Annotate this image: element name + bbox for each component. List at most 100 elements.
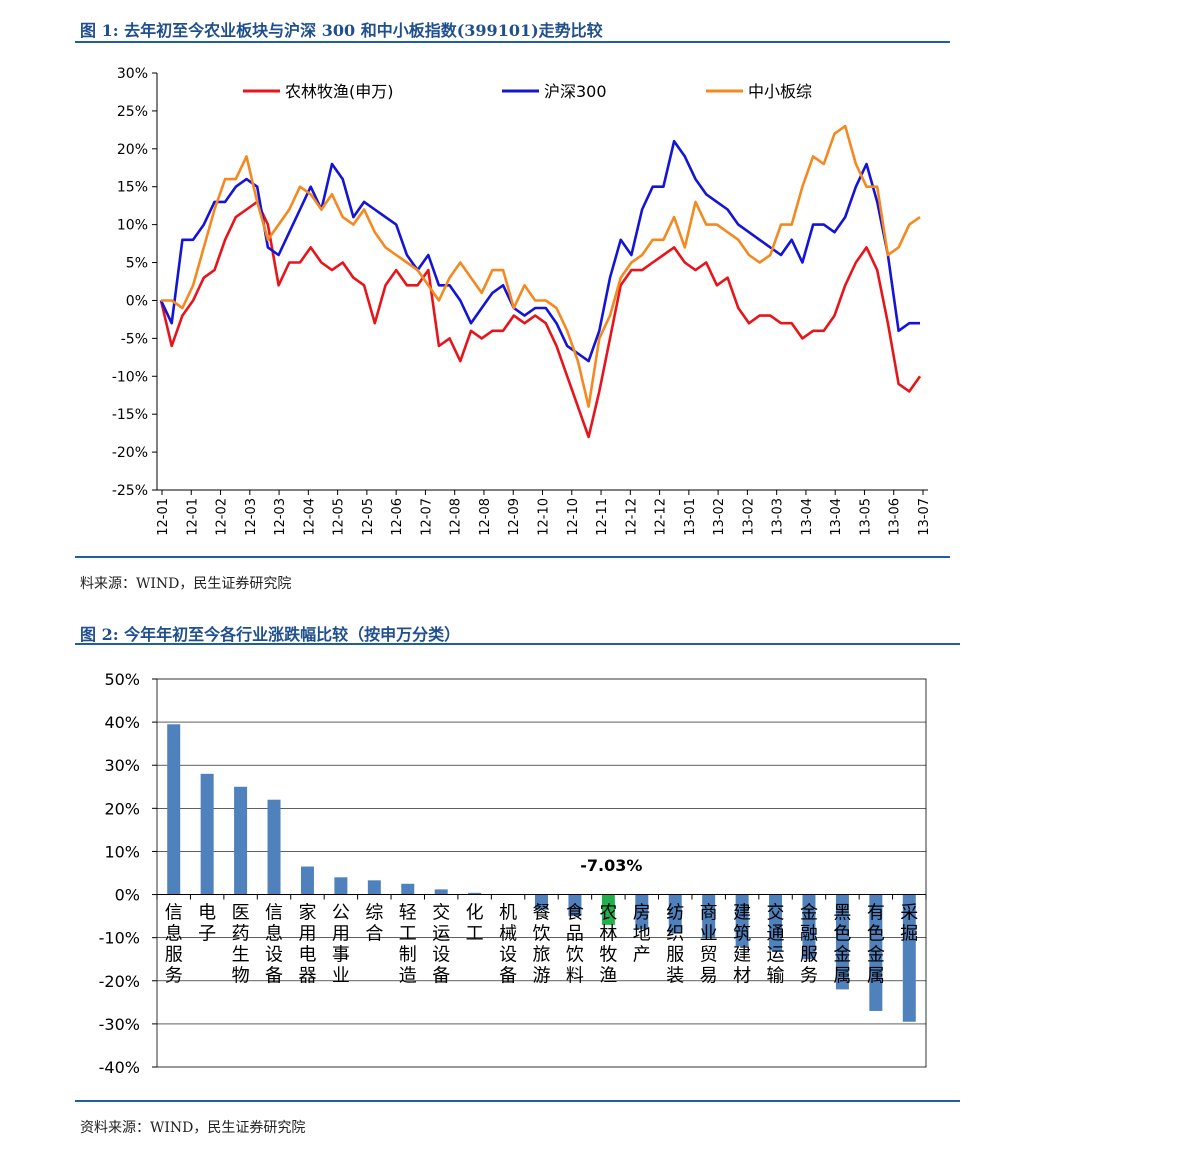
bar-12 — [535, 894, 548, 910]
y-tick-label: -5% — [121, 331, 148, 347]
x-tick-label: 12-05 — [332, 498, 347, 536]
x-tick-label: 13-04 — [800, 498, 815, 536]
x-tick-label: 13-07 — [917, 498, 932, 536]
y-tick-label: 0% — [115, 886, 140, 905]
category-label: 建筑建材 — [733, 903, 751, 987]
category-label: 房地产 — [633, 903, 651, 966]
y-tick-label: -15% — [112, 407, 148, 423]
bar-10 — [468, 892, 482, 895]
category-label: 金融服务 — [800, 903, 818, 987]
category-label: 化工 — [466, 903, 484, 945]
category-label: 信息设备 — [265, 903, 283, 987]
category-label: 黑色金属 — [833, 903, 851, 987]
y-tick-label: -10% — [99, 929, 140, 948]
y-tick-label: 10% — [104, 842, 140, 861]
y-tick-label: -30% — [99, 1015, 140, 1034]
figure2-title: 图 2: 今年年初至今各行业涨跌幅比较（按申万分类） — [80, 625, 461, 644]
x-tick-label: 12-11 — [595, 498, 610, 536]
x-tick-label: 12-03 — [273, 498, 288, 536]
bar-8 — [401, 883, 415, 895]
y-tick-label: 10% — [117, 218, 148, 234]
x-tick-label: 12-09 — [507, 498, 522, 536]
figure2-top-rule — [75, 643, 960, 645]
x-tick-label: 12-06 — [390, 498, 405, 536]
y-tick-label: 5% — [126, 256, 148, 272]
x-tick-label: 13-03 — [771, 498, 786, 536]
bar-15 — [635, 894, 649, 930]
x-tick-label: 12-10 — [566, 498, 581, 536]
series-line-1 — [159, 200, 922, 439]
bar-17 — [702, 894, 716, 938]
y-tick-label: 20% — [117, 142, 148, 158]
bar-2 — [200, 773, 214, 895]
bar-22 — [869, 894, 883, 1011]
figure1-bottom-rule — [75, 556, 950, 558]
bar-6 — [334, 877, 348, 895]
x-tick-label: 12-08 — [478, 498, 493, 536]
x-tick-label: 12-08 — [449, 498, 464, 536]
y-tick-label: 25% — [117, 104, 148, 120]
category-label: 交运设备 — [432, 903, 450, 987]
bar-20 — [802, 894, 816, 960]
category-label: 纺织服装 — [666, 903, 684, 987]
x-tick-label: 13-02 — [712, 498, 727, 536]
category-label: 电子 — [198, 903, 216, 945]
bar-13 — [568, 894, 582, 917]
category-label: 采掘 — [900, 903, 918, 945]
figure2-source: 资料来源：WIND，民生证券研究院 — [80, 1120, 306, 1136]
x-tick-label: 13-02 — [741, 498, 756, 536]
bar-1 — [167, 724, 181, 895]
bar-4 — [267, 799, 281, 895]
plot-frame — [156, 678, 927, 1068]
category-label: 医药生物 — [232, 903, 250, 987]
y-tick-label: -20% — [112, 445, 148, 461]
x-tick-label: 12-03 — [244, 498, 259, 536]
y-tick-label: -40% — [99, 1058, 140, 1077]
y-tick-label: -25% — [112, 483, 148, 499]
x-tick-label: 12-04 — [302, 498, 317, 536]
bar-7 — [367, 880, 381, 895]
bar-18 — [735, 894, 749, 947]
legend-label: 沪深300 — [544, 82, 607, 101]
bar-21 — [835, 894, 849, 990]
series-line-2 — [159, 139, 920, 363]
series-line-3 — [161, 124, 921, 408]
x-tick-label: 12-01 — [156, 498, 171, 536]
y-tick-label: 20% — [104, 799, 140, 818]
y-tick-label: 40% — [104, 713, 140, 732]
y-tick-label: 30% — [104, 756, 140, 775]
bar-19 — [769, 894, 783, 951]
legend-label: 农林牧渔(申万) — [285, 82, 394, 101]
y-tick-label: 0% — [126, 293, 148, 309]
category-label: 综合 — [365, 903, 383, 945]
x-tick-label: 12-12 — [654, 498, 669, 536]
y-tick-label: 15% — [117, 180, 148, 196]
bar-3 — [234, 786, 248, 895]
category-label: 信息服务 — [165, 903, 183, 987]
x-tick-label: 12-02 — [215, 498, 230, 536]
bar-23 — [902, 894, 916, 1022]
category-label: 轻工制造 — [399, 903, 417, 987]
x-tick-label: 13-01 — [683, 498, 698, 536]
figure2-bottom-rule — [75, 1100, 960, 1102]
y-tick-label: 50% — [104, 670, 140, 689]
x-tick-label: 12-07 — [419, 498, 434, 536]
bar-14 — [601, 894, 615, 925]
x-tick-label: 13-06 — [888, 498, 903, 536]
category-label: 家用电器 — [298, 903, 316, 987]
legend-label: 中小板综 — [748, 82, 812, 101]
x-tick-label: 13-04 — [829, 498, 844, 536]
x-tick-label: 12-05 — [361, 498, 376, 536]
x-tick-label: 12-10 — [537, 498, 552, 536]
figure1-source: 料来源：WIND，民生证券研究院 — [80, 576, 292, 592]
category-label: 商业贸易 — [700, 903, 718, 987]
category-label: 有色金属 — [867, 903, 885, 987]
highlight-annotation: -7.03% — [580, 856, 642, 875]
y-tick-label: -20% — [99, 972, 140, 991]
x-tick-label: 13-05 — [858, 498, 873, 536]
bar-9 — [434, 889, 448, 895]
category-label: 机械设备 — [499, 903, 517, 987]
figure1-title: 图 1: 去年初至今农业板块与沪深 300 和中小板指数(399101)走势比较 — [80, 21, 603, 40]
category-label: 交通运输 — [767, 903, 785, 987]
